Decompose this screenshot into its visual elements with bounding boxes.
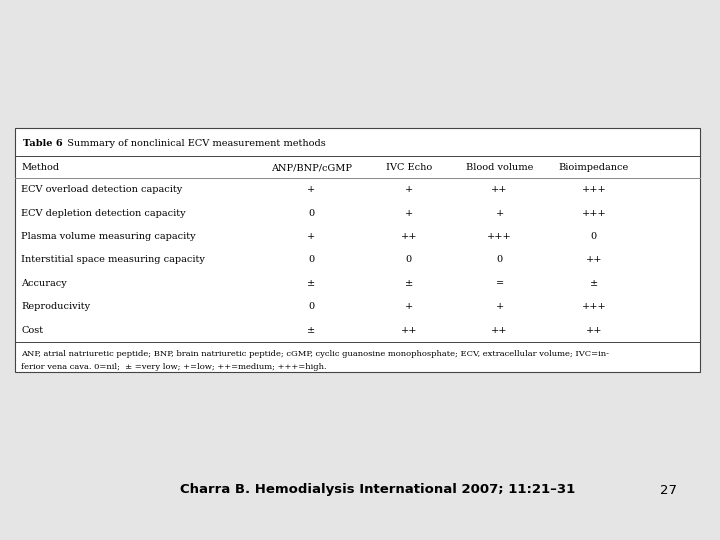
Text: +: + xyxy=(307,185,315,194)
Text: +: + xyxy=(495,302,504,312)
Text: +++: +++ xyxy=(487,232,512,241)
Text: 0: 0 xyxy=(308,302,315,312)
Text: +: + xyxy=(405,185,413,194)
Text: ++: ++ xyxy=(400,232,417,241)
Text: Bioimpedance: Bioimpedance xyxy=(559,164,629,172)
Text: 0: 0 xyxy=(497,255,503,265)
Text: ferior vena cava. 0=nil;  ± =very low; +=low; ++=medium; +++=high.: ferior vena cava. 0=nil; ± =very low; +=… xyxy=(21,363,327,371)
Text: +: + xyxy=(307,232,315,241)
Text: ++: ++ xyxy=(400,326,417,335)
Text: 0: 0 xyxy=(591,232,597,241)
Text: 0: 0 xyxy=(308,255,315,265)
Text: ANP/BNP/cGMP: ANP/BNP/cGMP xyxy=(271,164,352,172)
Text: ++: ++ xyxy=(585,255,602,265)
Text: ++: ++ xyxy=(585,326,602,335)
Text: Charra B. Hemodialysis International 2007; 11:21–31: Charra B. Hemodialysis International 200… xyxy=(180,483,575,496)
Text: Accuracy: Accuracy xyxy=(21,279,67,288)
Text: Cost: Cost xyxy=(21,326,43,335)
Text: +: + xyxy=(495,208,504,218)
Text: +++: +++ xyxy=(582,185,606,194)
Text: ±: ± xyxy=(590,279,598,288)
Text: Summary of nonclinical ECV measurement methods: Summary of nonclinical ECV measurement m… xyxy=(61,139,325,148)
Text: ECV overload detection capacity: ECV overload detection capacity xyxy=(21,185,182,194)
Text: Reproducivity: Reproducivity xyxy=(21,302,90,312)
Text: Interstitial space measuring capacity: Interstitial space measuring capacity xyxy=(21,255,205,265)
Text: Plasma volume measuring capacity: Plasma volume measuring capacity xyxy=(21,232,196,241)
Text: ±: ± xyxy=(307,326,315,335)
Text: Table 6: Table 6 xyxy=(23,139,63,148)
Text: ANP, atrial natriuretic peptide; BNP, brain natriuretic peptide; cGMP, cyclic gu: ANP, atrial natriuretic peptide; BNP, br… xyxy=(21,350,609,358)
Text: IVC Echo: IVC Echo xyxy=(386,164,432,172)
Text: ++: ++ xyxy=(491,326,508,335)
Text: Blood volume: Blood volume xyxy=(466,164,534,172)
Text: 27: 27 xyxy=(660,483,677,496)
Text: =: = xyxy=(495,279,504,288)
Text: +++: +++ xyxy=(582,208,606,218)
Text: +: + xyxy=(405,302,413,312)
Text: +: + xyxy=(405,208,413,218)
Text: 0: 0 xyxy=(308,208,315,218)
Text: 0: 0 xyxy=(406,255,412,265)
Text: +++: +++ xyxy=(582,302,606,312)
Text: ECV depletion detection capacity: ECV depletion detection capacity xyxy=(21,208,186,218)
Bar xyxy=(15,128,700,372)
Text: Method: Method xyxy=(21,164,59,172)
Text: ±: ± xyxy=(405,279,413,288)
Text: ++: ++ xyxy=(491,185,508,194)
Text: ±: ± xyxy=(307,279,315,288)
